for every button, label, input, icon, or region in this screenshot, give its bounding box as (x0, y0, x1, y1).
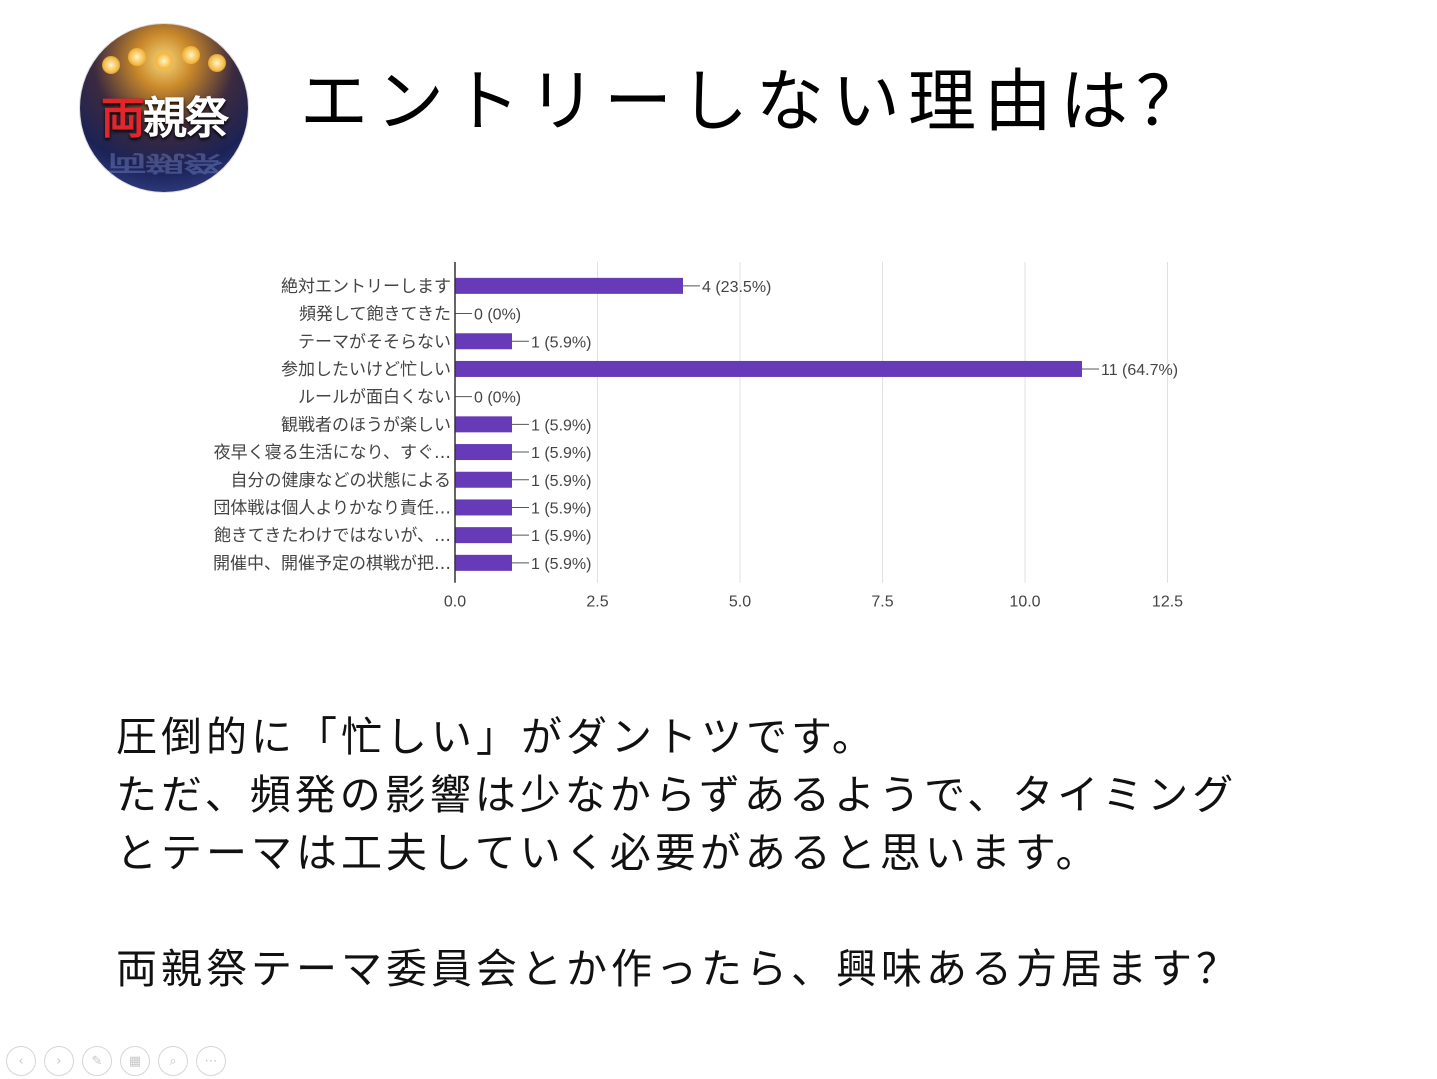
next-slide-icon[interactable]: › (44, 1046, 74, 1076)
data-label: 0 (0%) (474, 307, 521, 324)
chart-data-labels: 4 (23.5%) 0 (0%) 1 (5.9%) 11 (64.7%) 0 (0%) 1… (455, 279, 1178, 573)
data-label: 1 (5.9%) (531, 528, 591, 545)
previous-slide-icon[interactable]: ‹ (6, 1046, 36, 1076)
data-label: 1 (5.9%) (531, 445, 591, 462)
category-label: 団体戦は個人よりかなり責任… (213, 498, 451, 518)
commentary-line-1: 圧倒的に「忙しい」がダントツです。 (116, 713, 877, 761)
logo-text-reflection: 両親祭 (107, 150, 221, 176)
data-label: 0 (0%) (474, 390, 521, 407)
category-label: 絶対エントリーします (281, 277, 451, 297)
data-label: 1 (5.9%) (531, 473, 591, 490)
lantern-lights (80, 46, 248, 86)
bar (455, 499, 512, 516)
x-tick-label: 0.0 (444, 594, 466, 611)
slideshow-controls: ‹ › ✎ ▦ ⌕ ⋯ (6, 1046, 226, 1076)
bar (455, 277, 683, 294)
bar (455, 554, 512, 571)
bar (455, 527, 512, 544)
data-label: 11 (64.7%) (1101, 362, 1178, 379)
category-label: 夜早く寝る生活になり、すぐ… (214, 442, 451, 463)
bar (455, 333, 512, 350)
x-tick-label: 7.5 (871, 594, 893, 611)
category-label: 自分の健康などの状態による (231, 471, 452, 491)
data-label: 1 (5.9%) (531, 500, 591, 517)
category-label: 開催中、開催予定の棋戦が把… (213, 554, 451, 574)
bar (455, 471, 512, 488)
logo-text: 両親祭 (101, 93, 229, 144)
category-label: ルールが面白くない (298, 388, 451, 408)
category-label: 頻発して飽きてきた (299, 305, 451, 325)
category-label: 観戦者のほうが楽しい (281, 415, 451, 435)
see-all-slides-icon[interactable]: ▦ (120, 1046, 150, 1076)
x-tick-label: 2.5 (586, 594, 608, 611)
category-label: テーマがそそらない (298, 332, 451, 352)
data-label: 4 (23.5%) (702, 279, 771, 296)
bar (455, 416, 512, 433)
more-options-icon[interactable]: ⋯ (196, 1046, 226, 1076)
commentary-line-2: ただ、頻発の影響は少なからずあるようで、タイミング (116, 771, 1238, 819)
chart-category-labels: 絶対エントリーします頻発して飽きてきたテーマがそそらない参加したいけど忙しいルー… (213, 277, 451, 574)
slide-title: エントリーしない理由は？ (300, 63, 1213, 142)
x-tick-label: 5.0 (729, 594, 751, 611)
category-label: 参加したいけど忙しい (281, 360, 451, 380)
x-tick-label: 12.5 (1152, 594, 1183, 611)
chart-gridlines (597, 262, 1168, 583)
bar (455, 360, 1082, 377)
data-label: 1 (5.9%) (531, 417, 591, 434)
commentary-line-3: とテーマは工夫していく必要があると思います。 (116, 829, 1101, 877)
data-label: 1 (5.9%) (531, 334, 591, 351)
data-label: 1 (5.9%) (531, 556, 591, 573)
ryoshinsai-logo: 両親祭 両親祭 (80, 24, 248, 192)
chart-x-tick-labels: 0.0 2.5 5.0 7.5 10.0 12.5 (444, 594, 1183, 611)
commentary-line-4: 両親祭テーマ委員会とか作ったら、興味ある方居ます？ (116, 945, 1241, 993)
category-label: 飽きてきたわけではないが、… (214, 526, 451, 546)
pen-icon[interactable]: ✎ (82, 1046, 112, 1076)
commentary: 圧倒的に「忙しい」がダントツです。 ただ、頻発の影響は少なからずあるようで、タイ… (116, 708, 1416, 998)
x-tick-label: 10.0 (1009, 594, 1040, 611)
zoom-icon[interactable]: ⌕ (158, 1046, 188, 1076)
entry-reasons-bar-chart: 絶対エントリーします頻発して飽きてきたテーマがそそらない参加したいけど忙しいルー… (213, 262, 1183, 611)
chart-bars (455, 277, 1082, 571)
bar (455, 444, 512, 461)
